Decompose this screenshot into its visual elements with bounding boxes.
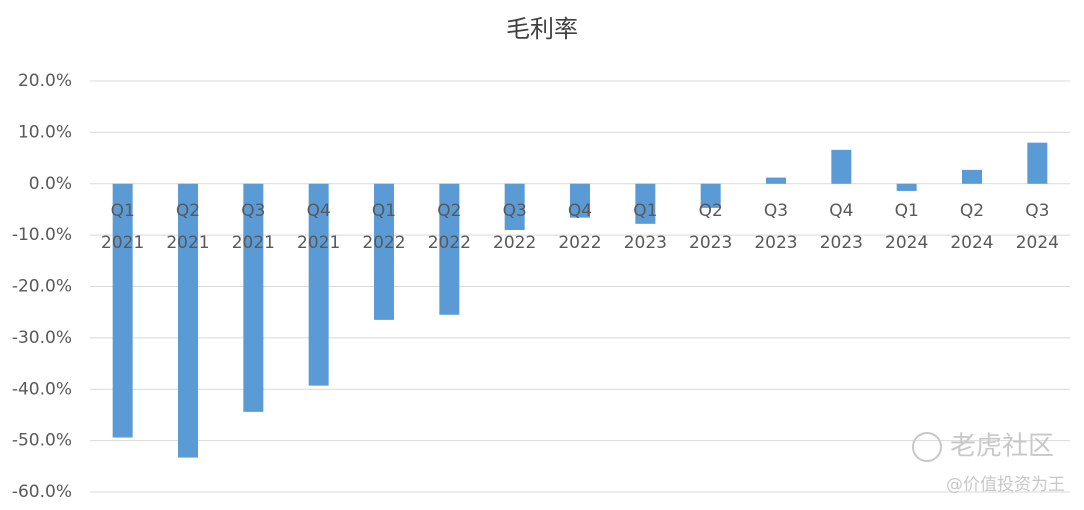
x-tick-label: 2021 xyxy=(101,233,144,253)
x-tick-label: Q4 xyxy=(568,201,592,221)
labels: Q1 2021 Q2 2021 Q3 2021 Q4 2021 Q1 2022 Q2 2022 Q3 20… xyxy=(101,201,1059,253)
bar xyxy=(308,183,329,386)
x-tick-label: Q1 xyxy=(895,201,919,221)
x-tick-label: Q3 xyxy=(503,201,527,221)
watermark-icon xyxy=(912,432,942,462)
x-tick-label: 2023 xyxy=(754,233,797,253)
bar xyxy=(896,183,917,191)
x-tick-label: 2024 xyxy=(950,233,993,253)
x-tick-label: Q2 xyxy=(960,201,984,221)
x-tick-label: 2022 xyxy=(428,233,471,253)
x-tick-label: 2022 xyxy=(558,233,601,253)
x-tick-label: Q3 xyxy=(1025,201,1049,221)
bar xyxy=(635,183,656,224)
grid: -60.0% -50.0% -40.0% -30.0% -20.0% -10.0% 0.0%… xyxy=(12,71,1070,502)
x-tick-label: Q3 xyxy=(764,201,788,221)
x-tick-label: Q1 xyxy=(111,201,135,221)
bar xyxy=(112,183,133,438)
x-tick-label: 2021 xyxy=(297,233,340,253)
x-tick-label: 2023 xyxy=(820,233,863,253)
bar xyxy=(374,183,394,320)
chart-title: 毛利率 xyxy=(506,15,578,43)
watermark-brand: 老虎社区 xyxy=(950,432,1054,462)
x-tick-label: 2023 xyxy=(624,233,667,253)
bar xyxy=(439,183,460,315)
x-tick-label: 2021 xyxy=(166,233,209,253)
bar xyxy=(962,169,982,184)
bar xyxy=(766,177,786,184)
bar xyxy=(243,183,264,412)
x-tick-label: Q3 xyxy=(241,201,265,221)
x-tick-label: 2024 xyxy=(885,233,928,253)
y-tick-label: -40.0% xyxy=(12,379,72,399)
x-tick-label: Q1 xyxy=(633,201,657,221)
x-tick-label: 2021 xyxy=(232,233,275,253)
x-tick-label: Q2 xyxy=(699,201,723,221)
bar xyxy=(178,183,198,458)
y-tick-label: -50.0% xyxy=(12,431,72,451)
x-tick-label: Q2 xyxy=(176,201,200,221)
y-tick-label: -60.0% xyxy=(12,482,72,502)
x-tick-label: 2023 xyxy=(689,233,732,253)
x-tick-label: Q1 xyxy=(372,201,396,221)
y-tick-label: 10.0% xyxy=(18,122,72,142)
y-tick-label: -10.0% xyxy=(12,225,72,245)
watermark-author: @价值投资为王 xyxy=(946,475,1065,495)
x-tick-label: Q4 xyxy=(307,201,331,221)
x-tick-label: 2022 xyxy=(362,233,405,253)
y-tick-label: 20.0% xyxy=(18,71,72,91)
bar xyxy=(1027,142,1048,184)
x-tick-label: 2022 xyxy=(493,233,536,253)
bar xyxy=(504,183,525,230)
x-tick-label: Q2 xyxy=(437,201,461,221)
bar xyxy=(700,183,721,208)
y-tick-label: -30.0% xyxy=(12,328,72,348)
bars xyxy=(112,142,1048,458)
y-tick-label: -20.0% xyxy=(12,277,72,297)
x-tick-label: 2024 xyxy=(1016,233,1059,253)
bar xyxy=(831,149,852,184)
bar xyxy=(570,183,590,218)
y-tick-label: 0.0% xyxy=(29,174,72,194)
x-tick-label: Q4 xyxy=(829,201,853,221)
